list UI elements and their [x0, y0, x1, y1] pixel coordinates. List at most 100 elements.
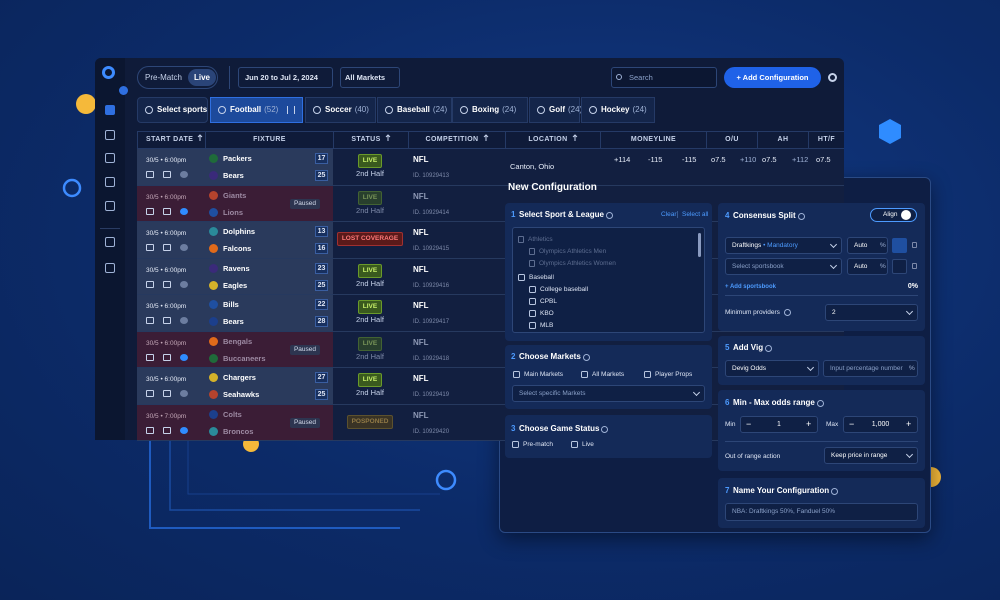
sidebar-icon[interactable] [105, 237, 115, 247]
sport-tab-count[interactable]: (40) [354, 105, 369, 114]
column-header[interactable]: O/U [706, 131, 757, 149]
sport-tab-label[interactable]: Football [230, 105, 262, 114]
sidebar-icon[interactable] [105, 201, 115, 211]
vig-input[interactable]: Input percentage number [823, 360, 918, 377]
mode-tab[interactable]: Live [188, 69, 216, 86]
stepper-minus[interactable]: − [849, 419, 855, 429]
column-header[interactable]: MONEYLINE [600, 131, 706, 149]
sort-arrow[interactable] [572, 134, 578, 141]
mode-tab[interactable]: Pre-Match [145, 73, 182, 82]
add-sportsbook-link[interactable]: + Add sportsbook [725, 284, 776, 290]
row-action-icon[interactable] [146, 280, 154, 288]
auto-input[interactable]: Auto [847, 258, 888, 275]
date-dropdown[interactable]: Jun 20 to Jul 2, 2024 [238, 67, 333, 88]
select[interactable]: Draftkings • Mandatory [725, 237, 842, 254]
name-input[interactable]: NBA: Draftkings 50%, Fanduel 50% [725, 503, 918, 521]
row-action-icon[interactable] [180, 317, 188, 324]
row-action-icon[interactable] [146, 207, 154, 215]
odds-value[interactable]: +112 [792, 155, 809, 164]
sport-tab-count[interactable]: (52) [264, 105, 279, 114]
sport-tab-label[interactable]: Baseball [397, 105, 430, 114]
sport-tab-count[interactable]: (24) [568, 105, 583, 114]
column-header[interactable]: COMPETITION [408, 131, 505, 149]
sort-arrow[interactable] [197, 134, 203, 141]
checkbox[interactable] [529, 286, 536, 293]
row-action-icon[interactable] [180, 390, 188, 397]
row-action-icon[interactable] [180, 207, 188, 215]
sort-arrow[interactable] [385, 134, 391, 141]
stepper-plus[interactable]: + [806, 419, 812, 429]
lock-button[interactable] [892, 259, 907, 274]
sidebar-toggle[interactable] [119, 86, 128, 95]
row-action-icon[interactable] [146, 317, 154, 324]
select-all-link[interactable]: Select all [682, 211, 709, 218]
column-header[interactable]: STATUS [333, 131, 408, 149]
row-action-icon[interactable] [180, 353, 188, 361]
odds-value[interactable]: o7.5 [762, 155, 777, 164]
lock-button[interactable] [892, 238, 907, 253]
checkbox[interactable] [518, 274, 525, 281]
checkbox-label[interactable]: All Markets [592, 371, 625, 378]
odds-value[interactable]: o7.5 [711, 155, 726, 164]
column-header[interactable]: FIXTURE [205, 131, 333, 149]
checkbox[interactable] [513, 371, 520, 378]
sidebar-icon[interactable] [105, 177, 115, 187]
league-item[interactable]: Athletics [528, 236, 553, 243]
odds-value[interactable]: o7.5 [816, 155, 831, 164]
checkbox-label[interactable]: KBO [540, 310, 554, 317]
clear-link[interactable]: Clear [661, 211, 677, 218]
odds-value[interactable]: -115 [648, 155, 663, 164]
select[interactable]: Devig Odds [725, 360, 819, 377]
odds-value[interactable]: +114 [614, 155, 631, 164]
sort-arrow[interactable] [483, 134, 489, 141]
row-action-icon[interactable] [163, 207, 171, 215]
select[interactable]: Select sportsbook [725, 258, 842, 275]
row-action-icon[interactable] [180, 244, 188, 251]
row-action-icon[interactable] [163, 171, 171, 178]
auto-input[interactable]: Auto [847, 237, 888, 254]
checkbox[interactable] [571, 441, 578, 448]
checkbox-label[interactable]: CPBL [540, 298, 557, 305]
sidebar-icon[interactable] [105, 153, 115, 163]
checkbox[interactable] [512, 441, 519, 448]
select[interactable]: Select specific Markets [512, 385, 705, 402]
add-config-button[interactable]: + Add Configuration [724, 67, 821, 88]
sport-tab-label[interactable]: Select sports [157, 105, 208, 114]
stepper-plus[interactable]: + [906, 419, 912, 429]
checkbox-label[interactable]: Pre-match [523, 441, 553, 448]
row-action-icon[interactable] [146, 353, 154, 361]
row-action-icon[interactable] [146, 171, 154, 178]
checkbox-label[interactable]: Baseball [529, 274, 554, 281]
row-action-icon[interactable] [180, 171, 188, 178]
row-action-icon[interactable] [146, 426, 154, 434]
sidebar-icon[interactable] [105, 263, 115, 273]
row-action-icon[interactable] [163, 390, 171, 397]
row-action-icon[interactable] [163, 244, 171, 251]
row-action-icon[interactable] [163, 280, 171, 288]
sport-tab-label[interactable]: Soccer [325, 105, 352, 114]
sport-tab-label[interactable]: Boxing [472, 105, 500, 114]
checkbox[interactable] [644, 371, 651, 378]
league-item[interactable]: Olympics Athletics Men [539, 248, 607, 255]
row-action-icon[interactable] [163, 317, 171, 324]
checkbox-label[interactable]: College baseball [540, 286, 589, 293]
delete-icon[interactable] [912, 242, 917, 248]
sport-tab[interactable] [210, 97, 303, 123]
row-action-icon[interactable] [163, 353, 171, 361]
column-header[interactable]: LOCATION [505, 131, 600, 149]
checkbox[interactable] [529, 322, 536, 329]
markets-dropdown[interactable]: All Markets [340, 67, 400, 88]
checkbox[interactable] [529, 298, 536, 305]
checkbox-label[interactable]: Player Props [655, 371, 693, 378]
checkbox-label[interactable]: Main Markets [524, 371, 564, 378]
row-action-icon[interactable] [163, 426, 171, 434]
select[interactable]: Keep price in range [824, 447, 918, 464]
sport-tab-label[interactable]: Hockey [601, 105, 630, 114]
column-header[interactable]: HT/F [808, 131, 844, 149]
odds-value[interactable]: +110 [740, 155, 757, 164]
row-action-icon[interactable] [146, 244, 154, 251]
sport-tab-count[interactable]: (24) [432, 105, 448, 114]
checkbox[interactable] [529, 310, 536, 317]
search-box[interactable]: Search [611, 67, 717, 88]
select[interactable]: 2 [825, 304, 918, 321]
